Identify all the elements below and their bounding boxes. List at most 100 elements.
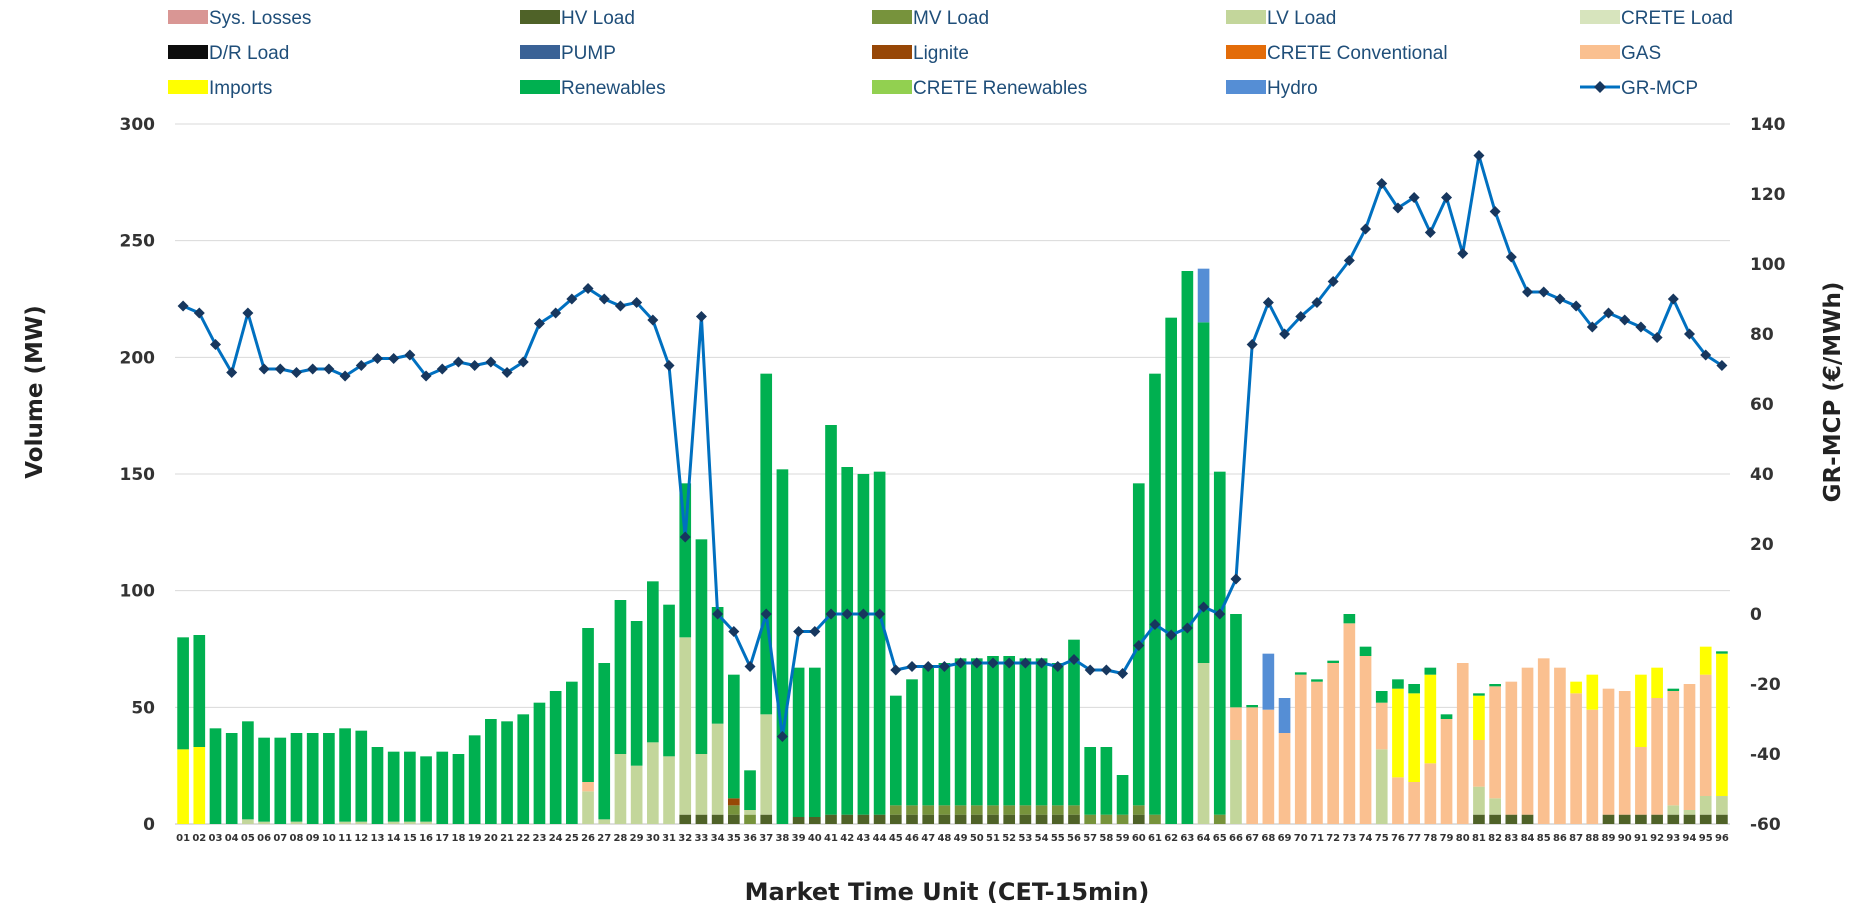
gr-mcp-point xyxy=(1360,223,1372,235)
bar-segment xyxy=(582,791,594,824)
x-tick-label: 64 xyxy=(1197,833,1211,844)
bar-segment xyxy=(598,663,611,820)
bar-segment xyxy=(792,817,805,824)
bar-segment xyxy=(242,721,254,820)
bar-segment xyxy=(987,805,999,815)
bar-segment xyxy=(1051,805,1064,815)
bar-segment xyxy=(1003,805,1016,815)
gr-mcp-point xyxy=(647,314,659,326)
bar-segment xyxy=(1635,747,1647,815)
gr-mcp-point xyxy=(1408,192,1420,203)
bar-segment xyxy=(614,600,627,754)
bar-segment xyxy=(1375,702,1388,750)
gridlines xyxy=(175,123,1730,825)
x-tick-label: 11 xyxy=(338,833,352,844)
bar-segment xyxy=(1521,667,1534,815)
x-tick-label: 01 xyxy=(176,833,190,844)
bar-segment xyxy=(711,723,724,815)
bar-segment xyxy=(1246,705,1258,708)
gr-mcp-point xyxy=(1149,619,1161,630)
bar-segment xyxy=(1424,667,1437,675)
x-tick-label: 29 xyxy=(630,833,644,844)
legend-swatch xyxy=(1580,10,1620,24)
x-tick-label: 30 xyxy=(646,833,660,844)
legend-item: CRETE Load xyxy=(1580,8,1733,29)
bar-segment xyxy=(727,674,740,799)
bar-segment xyxy=(906,679,918,806)
bar-segment xyxy=(1116,775,1129,815)
x-axis: 01 02 03 04 05 06 07 08 09 10 11 12 13 14 15 16 17 18 19 20… xyxy=(176,833,1729,844)
x-tick-label: 77 xyxy=(1407,833,1421,844)
gr-mcp-point xyxy=(355,360,367,371)
gr-mcp-point xyxy=(841,608,853,620)
legend-label: LV Load xyxy=(1267,8,1336,29)
legend-label: Imports xyxy=(209,78,272,99)
gr-mcp-point xyxy=(1262,297,1274,308)
bar-segment xyxy=(1019,814,1032,824)
x-tick-label: 23 xyxy=(532,833,546,844)
bar-segment xyxy=(1440,714,1453,719)
bar-segment xyxy=(938,814,951,824)
bar-segment xyxy=(1489,686,1501,799)
gr-mcp-point xyxy=(631,297,643,308)
x-tick-label: 07 xyxy=(273,833,287,844)
bar-segment xyxy=(1473,740,1485,787)
bar-segment xyxy=(825,814,837,824)
bar-segment xyxy=(1667,814,1680,824)
bar-segment xyxy=(1311,681,1323,824)
x-tick-label: 03 xyxy=(209,833,223,844)
x-tick-label: 49 xyxy=(954,833,968,844)
bar-segment xyxy=(1586,674,1599,710)
gr-mcp-point xyxy=(1522,286,1534,298)
bar-segment xyxy=(1392,679,1404,689)
y2-tick-label: 120 xyxy=(1750,185,1786,205)
bar-segment xyxy=(1181,271,1194,824)
bar-segment xyxy=(258,821,270,824)
bar-segment xyxy=(954,814,967,824)
bar-segment xyxy=(1505,681,1518,815)
gr-mcp-point xyxy=(1327,276,1339,287)
x-tick-label: 86 xyxy=(1553,833,1567,844)
x-tick-label: 27 xyxy=(597,833,611,844)
bar-segment xyxy=(1635,814,1647,824)
bar-segment xyxy=(1262,709,1275,824)
legend-item: Imports xyxy=(168,78,272,99)
bar-segment xyxy=(1165,317,1178,824)
bar-segment xyxy=(1278,733,1291,824)
x-tick-label: 05 xyxy=(241,833,255,844)
bar-segment xyxy=(1068,639,1080,806)
legend-item: Renewables xyxy=(520,78,666,99)
legend-swatch xyxy=(520,80,560,94)
gr-mcp-point xyxy=(1279,328,1291,340)
gr-mcp-point xyxy=(1424,227,1436,238)
legend-item: MV Load xyxy=(872,8,989,29)
legend-swatch xyxy=(872,10,912,24)
bar-segment xyxy=(1651,698,1663,815)
legend-item: HV Load xyxy=(520,8,635,29)
x-tick-label: 59 xyxy=(1116,833,1130,844)
bar-segment xyxy=(857,814,870,824)
bar-segment xyxy=(889,805,902,815)
bar-segment xyxy=(485,719,497,824)
bar-segment xyxy=(663,604,675,757)
gr-mcp-point xyxy=(1117,668,1129,679)
legend-label: Sys. Losses xyxy=(209,8,311,29)
bar-segment xyxy=(1456,663,1469,824)
bar-segment xyxy=(452,754,465,824)
bar-segment xyxy=(938,663,951,806)
bar-segment xyxy=(1424,763,1437,824)
bar-segment xyxy=(727,798,740,806)
legend-swatch xyxy=(872,80,912,94)
bar-segment xyxy=(339,821,351,824)
x-tick-label: 48 xyxy=(937,833,951,844)
x-tick-label: 76 xyxy=(1391,833,1405,844)
legend-item: CRETE Renewables xyxy=(872,78,1087,99)
y-tick-label: 50 xyxy=(131,698,155,718)
bar-segment xyxy=(1197,663,1210,824)
x-tick-label: 04 xyxy=(225,833,239,844)
x-tick-label: 66 xyxy=(1229,833,1243,844)
x-tick-label: 81 xyxy=(1472,833,1486,844)
bar-segment xyxy=(1473,814,1485,824)
gr-mcp-point xyxy=(1295,311,1307,322)
legend-item: Lignite xyxy=(872,43,969,64)
